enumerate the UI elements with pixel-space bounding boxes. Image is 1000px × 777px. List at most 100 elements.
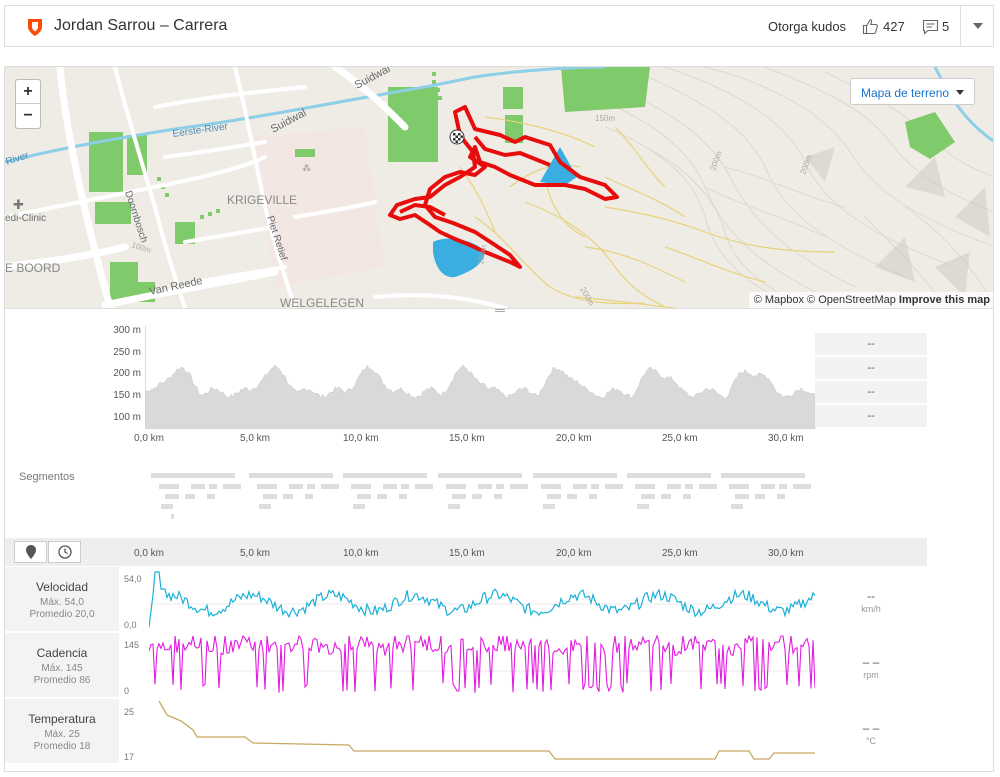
segment-bar[interactable] bbox=[478, 484, 492, 489]
segment-bar[interactable] bbox=[635, 484, 655, 489]
give-kudos-button[interactable]: Otorga kudos bbox=[768, 19, 847, 34]
segment-bar[interactable] bbox=[399, 494, 407, 499]
cadence-stream[interactable]: Cadencia Máx. 145 Promedio 86 145 0 – – … bbox=[5, 633, 993, 699]
segment-bar[interactable] bbox=[589, 494, 597, 499]
comment-count[interactable]: 5 bbox=[942, 19, 950, 34]
segment-bar[interactable] bbox=[685, 484, 693, 489]
elevation-profile[interactable] bbox=[145, 325, 817, 429]
segment-bar[interactable] bbox=[661, 494, 671, 499]
segment-bar[interactable] bbox=[567, 494, 577, 499]
segment-bar[interactable] bbox=[161, 504, 173, 509]
route-map[interactable]: Suidwal Suidwal Eerste-River River KRIGE… bbox=[5, 67, 994, 308]
segment-bar[interactable] bbox=[401, 484, 409, 489]
segment-bar[interactable] bbox=[533, 473, 617, 478]
segment-bar[interactable] bbox=[721, 473, 805, 478]
speed-stream-label: Velocidad Máx. 54,0 Promedio 20,0 bbox=[5, 567, 119, 631]
speed-trace[interactable] bbox=[149, 567, 815, 631]
segment-bar[interactable] bbox=[159, 484, 179, 489]
segment-bar[interactable] bbox=[321, 484, 339, 489]
segment-bar[interactable] bbox=[223, 484, 241, 489]
segment-bar[interactable] bbox=[641, 494, 655, 499]
segment-bar[interactable] bbox=[357, 494, 371, 499]
segment-bar[interactable] bbox=[151, 473, 235, 478]
speed-stream[interactable]: Velocidad Máx. 54,0 Promedio 20,0 54,0 0… bbox=[5, 567, 993, 633]
temperature-stream[interactable]: Temperatura Máx. 25 Promedio 18 25 17 – … bbox=[5, 699, 993, 767]
elevation-x-tick: 15,0 km bbox=[449, 433, 485, 444]
segment-bar[interactable] bbox=[343, 473, 427, 478]
segment-bar[interactable] bbox=[541, 484, 561, 489]
segment-bar[interactable] bbox=[605, 484, 623, 489]
kudos-count[interactable]: 427 bbox=[883, 19, 905, 34]
segment-bar[interactable] bbox=[510, 484, 528, 489]
segment-bar[interactable] bbox=[547, 494, 561, 499]
attribution-text[interactable]: © Mapbox © OpenStreetMap bbox=[753, 294, 896, 306]
activity-analysis-panel: Suidwal Suidwal Eerste-River River KRIGE… bbox=[4, 66, 994, 772]
map-canvas[interactable]: Suidwal Suidwal Eerste-River River KRIGE… bbox=[5, 67, 994, 308]
temperature-trace[interactable] bbox=[149, 699, 815, 767]
segment-bar[interactable] bbox=[263, 494, 277, 499]
segment-bar[interactable] bbox=[383, 484, 397, 489]
temperature-avg: Promedio 18 bbox=[33, 741, 91, 752]
segment-bar[interactable] bbox=[573, 484, 587, 489]
segment-bar[interactable] bbox=[165, 494, 179, 499]
temperature-stream-label: Temperatura Máx. 25 Promedio 18 bbox=[5, 699, 119, 763]
segment-bar[interactable] bbox=[207, 494, 215, 499]
comment-icon[interactable] bbox=[922, 19, 939, 35]
segment-bar[interactable] bbox=[257, 484, 277, 489]
segment-bar[interactable] bbox=[777, 494, 785, 499]
activity-header: Jordan Sarrou – Carrera Otorga kudos 427… bbox=[4, 5, 994, 47]
improve-map-link[interactable]: Improve this map bbox=[898, 294, 990, 306]
segment-bar[interactable] bbox=[761, 484, 775, 489]
segment-bar[interactable] bbox=[494, 494, 502, 499]
segment-bar[interactable] bbox=[415, 484, 433, 489]
segment-bar[interactable] bbox=[448, 504, 460, 509]
temperature-value: – – bbox=[862, 721, 880, 735]
temperature-unit: °C bbox=[865, 736, 877, 746]
segment-bar[interactable] bbox=[729, 484, 749, 489]
segment-bar[interactable] bbox=[667, 484, 681, 489]
elevation-y-tick: 100 m bbox=[113, 412, 141, 423]
zoom-out-button[interactable]: − bbox=[23, 107, 33, 124]
segment-bar[interactable] bbox=[452, 494, 466, 499]
map-type-select[interactable]: Mapa de terreno bbox=[850, 78, 975, 105]
segment-bar[interactable] bbox=[793, 484, 811, 489]
segment-bar[interactable] bbox=[446, 484, 466, 489]
segment-bar[interactable] bbox=[191, 484, 205, 489]
distance-mode-button[interactable] bbox=[14, 541, 47, 563]
segment-bar[interactable] bbox=[289, 484, 303, 489]
map-resize-bar[interactable] bbox=[5, 308, 993, 316]
segment-bar[interactable] bbox=[731, 504, 743, 509]
segment-bar[interactable] bbox=[185, 494, 195, 499]
segment-bar[interactable] bbox=[305, 494, 313, 499]
segment-bar[interactable] bbox=[249, 473, 333, 478]
resize-grip-icon[interactable] bbox=[495, 309, 505, 312]
segment-bar[interactable] bbox=[735, 494, 749, 499]
segment-bar[interactable] bbox=[438, 473, 522, 478]
segment-bar[interactable] bbox=[307, 484, 315, 489]
segment-bar[interactable] bbox=[353, 504, 365, 509]
segment-bar[interactable] bbox=[171, 514, 174, 519]
segment-bar[interactable] bbox=[755, 494, 765, 499]
cadence-trace[interactable] bbox=[149, 633, 815, 697]
segment-bar[interactable] bbox=[699, 484, 717, 489]
segment-bar[interactable] bbox=[637, 504, 649, 509]
zoom-in-button[interactable]: + bbox=[16, 80, 40, 104]
segment-bar[interactable] bbox=[351, 484, 371, 489]
segment-bar[interactable] bbox=[683, 494, 691, 499]
segment-bar[interactable] bbox=[209, 484, 217, 489]
time-mode-button[interactable] bbox=[48, 541, 81, 563]
segment-bar[interactable] bbox=[283, 494, 293, 499]
elevation-y-tick: 300 m bbox=[113, 325, 141, 336]
segment-bar[interactable] bbox=[591, 484, 599, 489]
segment-bar[interactable] bbox=[377, 494, 387, 499]
segment-bar[interactable] bbox=[627, 473, 711, 478]
segment-bar[interactable] bbox=[496, 484, 504, 489]
segment-bar[interactable] bbox=[543, 504, 555, 509]
speed-axis-bottom: 0,0 bbox=[124, 620, 137, 630]
actions-menu-button[interactable] bbox=[961, 6, 995, 46]
segment-bar[interactable] bbox=[472, 494, 482, 499]
thumbs-up-icon[interactable] bbox=[862, 18, 879, 35]
segment-bar[interactable] bbox=[779, 484, 787, 489]
temperature-name: Temperatura bbox=[28, 712, 96, 726]
segment-bar[interactable] bbox=[259, 504, 271, 509]
